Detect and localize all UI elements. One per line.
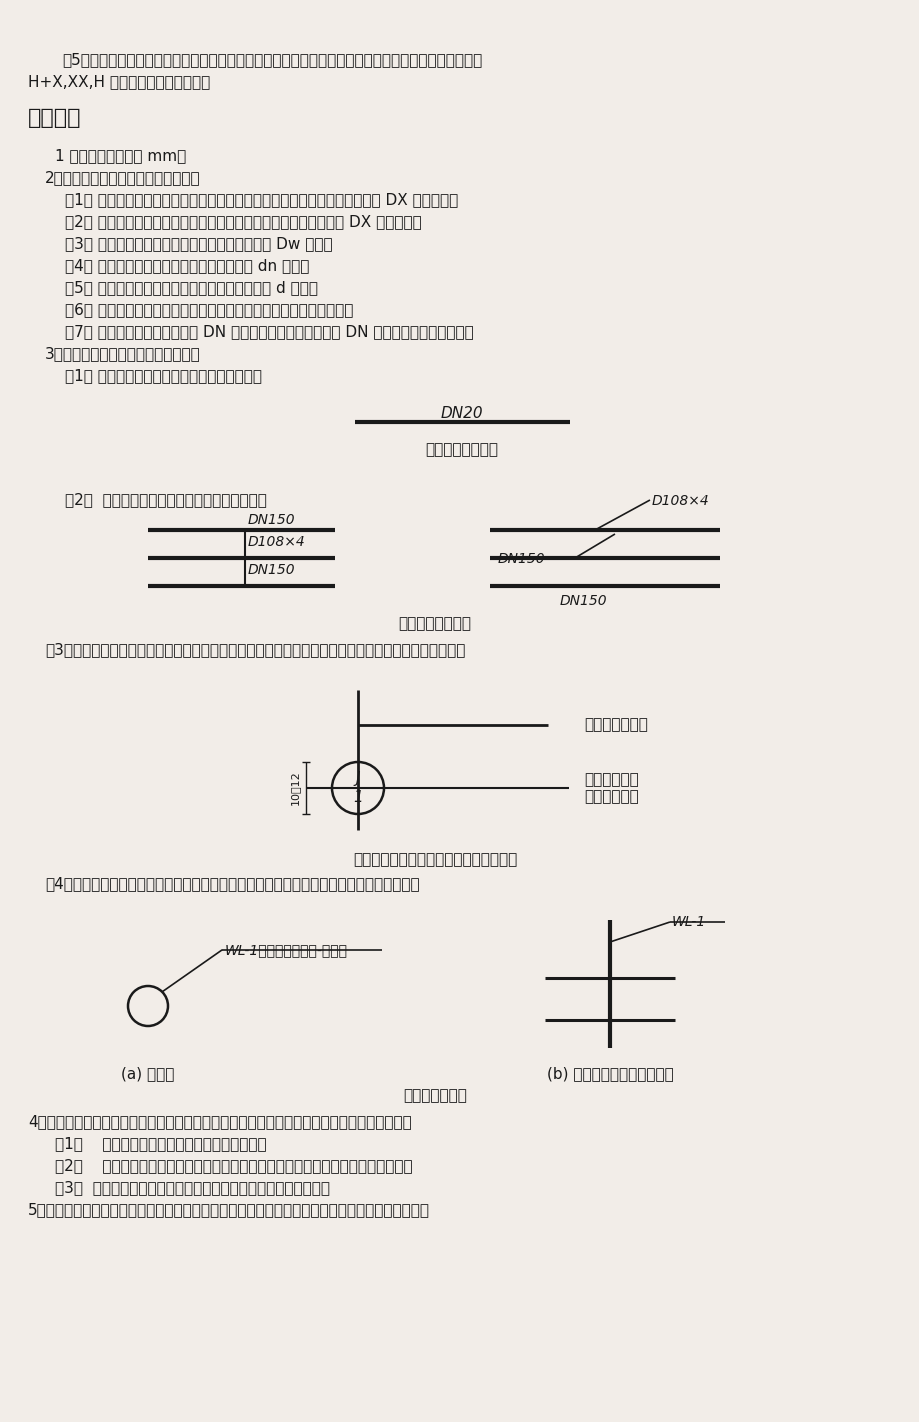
- Text: 10～12: 10～12: [289, 771, 300, 805]
- Text: D108×4: D108×4: [248, 535, 305, 549]
- Text: （1）    编号方法应采用构筑物代号加编号表示；: （1） 编号方法应采用构筑物代号加编号表示；: [55, 1136, 267, 1150]
- Text: (b) 侧面图、系统图、轴测图: (b) 侧面图、系统图、轴测图: [546, 1066, 673, 1081]
- Text: 3、管径的标注方法应符合下列规定：: 3、管径的标注方法应符合下列规定：: [45, 346, 200, 361]
- Text: 立管编号表示法: 立管编号表示法: [403, 1088, 467, 1103]
- Text: 5、当给水排水工程的机电设备数量超过一台时，宜进行编号，并应有设备编号与设备名称对照表。: 5、当给水排水工程的机电设备数量超过一台时，宜进行编号，并应有设备编号与设备名称…: [28, 1202, 429, 1217]
- Text: DN20: DN20: [440, 407, 482, 421]
- Text: （3）  排水构筑物的编号顺序宜为从上游到下游，先干管后支管。: （3） 排水构筑物的编号顺序宜为从上游到下游，先干管后支管。: [55, 1180, 330, 1194]
- Text: D108×4: D108×4: [652, 493, 709, 508]
- Text: （6） 复合管、结构壁塑料管等管材，管径应按产品标准的方法表示；: （6） 复合管、结构壁塑料管等管材，管径应按产品标准的方法表示；: [65, 301, 353, 317]
- Text: （3）当建筑物的给水引出入管或排水排出管的数量超过一根时，应进行编号，编号宜按图的方法表示。: （3）当建筑物的给水引出入管或排水排出管的数量超过一根时，应进行编号，编号宜按图…: [45, 641, 465, 657]
- Text: （3） 铜管、薄壁不锈钢管等管材，管径宜以公称 Dw 表示；: （3） 铜管、薄壁不锈钢管等管材，管径宜以公称 Dw 表示；: [65, 236, 333, 252]
- Text: 2、管径的表达方式应符合下列规定：: 2、管径的表达方式应符合下列规定：: [45, 171, 200, 185]
- Text: 四、管径: 四、管径: [28, 108, 82, 128]
- Text: WL-1（管道类别代号-编号）: WL-1（管道类别代号-编号）: [224, 943, 346, 957]
- Text: （4）建筑物内穿越楼层的立管，其数量超过一根时，应进行编号，编号宜按图的方法表示。: （4）建筑物内穿越楼层的立管，其数量超过一根时，应进行编号，编号宜按图的方法表示…: [45, 876, 419, 892]
- Text: H+X,XX,H 表示本层建筑地面标高。: H+X,XX,H 表示本层建筑地面标高。: [28, 74, 210, 90]
- Text: 管道类别代码: 管道类别代码: [584, 772, 638, 788]
- Text: （2）    给水构筑物的编号顺序宜为从上水源到干管，再从干管到支管，最后到用户；: （2） 给水构筑物的编号顺序宜为从上水源到干管，再从干管到支管，最后到用户；: [55, 1158, 413, 1173]
- Text: J: J: [356, 771, 360, 785]
- Text: (a) 平面图: (a) 平面图: [121, 1066, 175, 1081]
- Text: DN150: DN150: [248, 513, 295, 528]
- Text: 同类管道编号: 同类管道编号: [584, 789, 638, 805]
- Text: （1） 单根管道时，管径应按下图的方式标注：: （1） 单根管道时，管径应按下图的方式标注：: [65, 368, 262, 383]
- Text: 4、在总图中，当同种给水排水附属构筑物的数量超过一个时，应进行编号，并符合下列规定：: 4、在总图中，当同种给水排水附属构筑物的数量超过一个时，应进行编号，并符合下列规…: [28, 1113, 412, 1129]
- Text: DN150: DN150: [560, 594, 607, 609]
- Text: （1） 水煤气输送钢管（镀锌或非镀锌）、铸铁管等管材，管径宜以工程直径 DX 壁厚表示；: （1） 水煤气输送钢管（镀锌或非镀锌）、铸铁管等管材，管径宜以工程直径 DX 壁…: [65, 192, 458, 208]
- Text: （2）  多根管道时，管径应按下图的方式标注。: （2） 多根管道时，管径应按下图的方式标注。: [65, 492, 267, 508]
- Text: （7） 当设计中均采用公称直径 DN 表示管径时，应有公称直径 DN 与相应产品规格对照表。: （7） 当设计中均采用公称直径 DN 表示管径时，应有公称直径 DN 与相应产品…: [65, 324, 473, 338]
- Text: 1: 1: [353, 791, 362, 805]
- Text: WL-1: WL-1: [671, 914, 706, 929]
- Text: （5） 钢筋混凝土（或混凝土）管，管径宜以内径 d 表示；: （5） 钢筋混凝土（或混凝土）管，管径宜以内径 d 表示；: [65, 280, 318, 294]
- Text: 给水引入（排水排出）管编号编号表示法: 给水引入（排水排出）管编号编号表示法: [353, 852, 516, 867]
- Text: 多管管径表示方法: 多管管径表示方法: [398, 616, 471, 631]
- Text: DN150: DN150: [248, 563, 295, 577]
- Text: DN150: DN150: [497, 552, 545, 566]
- Text: （5）建筑物内的管道也可以按本层建筑地面的标高加管道安装高度的方式标注管道标高，标注方法应为: （5）建筑物内的管道也可以按本层建筑地面的标高加管道安装高度的方式标注管道标高，…: [62, 53, 482, 67]
- Text: （2） 无缝钢管、焊接钢管（直缝或螺旋缝）等管材，管径宜以外径 DX 壁厚表示；: （2） 无缝钢管、焊接钢管（直缝或螺旋缝）等管材，管径宜以外径 DX 壁厚表示；: [65, 213, 421, 229]
- Text: 1 、管径的单位应为 mm。: 1 、管径的单位应为 mm。: [55, 148, 186, 164]
- Text: 引入（排出）管: 引入（排出）管: [584, 718, 647, 732]
- Text: 单管管径表示方法: 单管管径表示方法: [425, 442, 498, 456]
- Text: （4） 建筑给水排水塑料管材，管径宜以外径 dn 表示；: （4） 建筑给水排水塑料管材，管径宜以外径 dn 表示；: [65, 257, 309, 273]
